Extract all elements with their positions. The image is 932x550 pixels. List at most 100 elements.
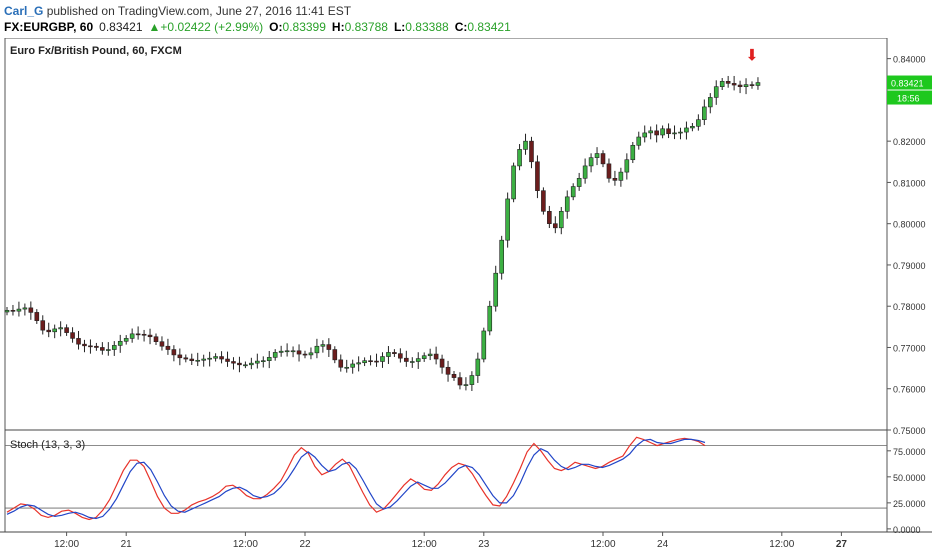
candle-body: [737, 84, 743, 87]
candle-body: [356, 362, 361, 365]
price-tick-label: 0.80000: [893, 220, 926, 230]
candle-body: [558, 211, 564, 229]
low-label: L:: [393, 20, 406, 34]
chart-frame: [0, 38, 932, 533]
candle-body: [624, 159, 630, 173]
candle-body: [284, 350, 290, 353]
stoch-title: Stoch (13, 3, 3): [10, 439, 85, 451]
candle-body: [517, 149, 522, 167]
candle-body: [731, 83, 737, 86]
candle-body: [225, 358, 230, 362]
price-change: +0.02422 (+2.99%): [160, 20, 264, 34]
candle-body: [547, 211, 552, 224]
price-tick-label: 0.78000: [893, 302, 926, 312]
candle-body: [433, 353, 439, 360]
publish-info: published on TradingView.com, June 27, 2…: [43, 4, 352, 18]
candle-body: [141, 333, 147, 336]
time-axis[interactable]: 12:002112:002212:002312:002412:002712:00…: [54, 532, 932, 550]
candle-body: [493, 272, 499, 307]
candle-body: [165, 345, 171, 350]
candle-body: [451, 373, 457, 378]
candle-body: [427, 353, 433, 357]
time-tick-label: 12:00: [54, 539, 79, 550]
candle-body: [535, 161, 540, 191]
price-tick-label: 0.76000: [893, 385, 926, 395]
stoch-k-line: [6, 436, 706, 521]
last-price: 0.83421: [99, 20, 143, 34]
time-tick-label: 12:00: [590, 539, 615, 550]
candle-body: [10, 310, 16, 312]
candle-body: [34, 312, 40, 321]
candle-body: [636, 136, 642, 146]
candle-body: [171, 349, 177, 356]
candle-body: [278, 350, 284, 353]
author-link[interactable]: Carl_G: [4, 4, 44, 18]
candle-body: [296, 350, 302, 355]
candle-body: [201, 358, 206, 361]
candle-body: [374, 360, 379, 363]
candle-body: [153, 336, 159, 342]
price-tick-label: 0.77000: [893, 343, 926, 353]
candle-body: [404, 357, 409, 362]
candle-body: [249, 362, 254, 366]
time-tick-label: 12:00: [769, 539, 794, 550]
candle-body: [260, 360, 266, 362]
stoch-axis[interactable]: 75.0000 50.0000 25.0000 0.0000: [887, 447, 926, 535]
time-tick-label: 12:00: [233, 539, 258, 550]
candle-body: [386, 352, 391, 357]
candle-body: [326, 344, 332, 350]
candle-body: [398, 353, 403, 359]
candle-body: [272, 352, 278, 358]
candle-body: [52, 328, 57, 333]
candle-body: [469, 375, 475, 385]
candle-body: [564, 196, 570, 212]
countdown-badge: [887, 90, 932, 105]
candle-body: [362, 360, 367, 364]
candle-body: [195, 359, 201, 362]
price-tick-label: 0.75000: [893, 426, 926, 436]
candle-body: [606, 163, 612, 179]
candle-body: [570, 186, 576, 198]
candle-body: [481, 330, 487, 360]
candle-body: [70, 332, 75, 339]
candle-body: [88, 345, 93, 348]
chart-area[interactable]: 0.84000 0.82000 0.81000 0.80000 0.79000 0.780…: [0, 38, 932, 550]
candle-body: [111, 345, 117, 350]
candle-body: [106, 349, 111, 351]
candle-body: [338, 359, 344, 368]
chart-title: Euro Fx/British Pound, 60, FXCM: [10, 45, 182, 57]
candle-body: [350, 363, 355, 368]
symbol-label[interactable]: FX:EURGBP, 60: [4, 20, 94, 34]
candle-body: [16, 308, 22, 312]
candle-body: [541, 190, 546, 212]
chart-header: Carl_G published on TradingView.com, Jun…: [0, 0, 932, 38]
candle-body: [213, 356, 218, 359]
time-tick-label: 22: [299, 539, 311, 550]
candle-body: [266, 357, 272, 361]
price-axis[interactable]: 0.84000 0.82000 0.81000 0.80000 0.79000 0.780…: [887, 55, 926, 436]
candle-body: [749, 84, 755, 86]
candle-body: [725, 81, 731, 84]
time-tick-label: 27: [836, 539, 848, 550]
stoch-tick-label: 0.0000: [893, 525, 921, 535]
candle-body: [618, 171, 624, 181]
candle-body: [654, 130, 659, 136]
candle-body: [28, 307, 34, 313]
candle-body: [4, 310, 10, 313]
stoch-tick-label: 25.0000: [893, 499, 926, 509]
candle-body: [147, 334, 153, 338]
candle-body: [719, 81, 725, 87]
plot-border: [4, 38, 888, 533]
candle-body: [600, 153, 606, 165]
price-tick-label: 0.82000: [893, 137, 926, 147]
candle-body: [219, 356, 224, 360]
candle-body: [392, 352, 397, 354]
price-tick-label: 0.81000: [893, 178, 926, 188]
candle-body: [76, 338, 81, 345]
candle-body: [702, 106, 707, 121]
candle-body: [523, 140, 528, 150]
candle-body: [290, 350, 296, 353]
high-label: H:: [331, 20, 345, 34]
publish-line: Carl_G published on TradingView.com, Jun…: [4, 4, 351, 18]
candle-body: [344, 366, 350, 369]
